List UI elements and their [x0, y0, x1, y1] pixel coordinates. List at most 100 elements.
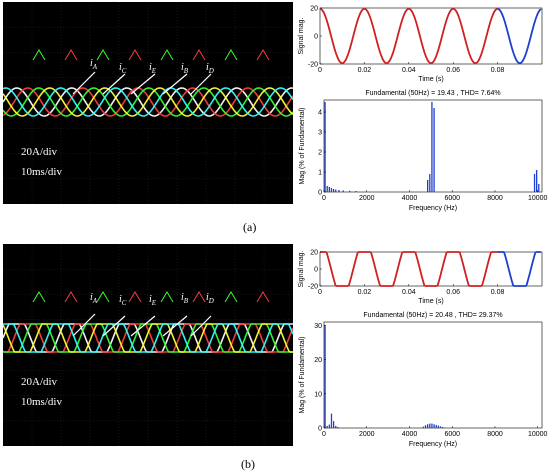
y-tick-label: 0	[318, 426, 322, 433]
x-tick-label: 0	[318, 67, 322, 74]
oscilloscope-screen-a: 20A/div 10ms/div iA iC iE iB iD	[3, 2, 293, 204]
scope-scale-time-b: 10ms/div	[21, 396, 62, 408]
y-tick-label: 2	[318, 150, 322, 157]
time-series-blue	[497, 7, 542, 65]
caption-a: (a)	[243, 220, 257, 234]
label-iB-a: iB	[181, 62, 189, 75]
spectrum-title: Fundamental (50Hz) = 20.48 , THD= 29.37%	[363, 312, 502, 319]
scope-pulse-marker	[128, 291, 142, 303]
spectrum-frame	[323, 321, 543, 429]
y-axis-label: Signal mag.	[298, 17, 305, 54]
scope-scale-time-a: 10ms/div	[21, 166, 62, 178]
x-tick-label: 4000	[402, 431, 418, 438]
scope-pulse-marker	[32, 291, 46, 303]
scope-label-arrow	[102, 73, 126, 95]
y-tick-label: 3	[318, 130, 322, 137]
caption-b: (b)	[241, 457, 255, 471]
scope-waveforms-b	[3, 244, 293, 446]
time-series-red	[319, 7, 498, 65]
scope-scale-current-b: 20A/div	[21, 376, 58, 388]
y-tick-label: 0	[314, 34, 318, 41]
label-iB-b: iB	[181, 292, 189, 305]
x-axis-label: Frequency (Hz)	[409, 205, 457, 212]
scope-pulse-marker	[256, 49, 270, 61]
x-tick-label: 0.04	[402, 67, 416, 74]
scope-label-arrow	[190, 73, 212, 95]
x-tick-label: 6000	[444, 195, 460, 202]
scope-pulse-marker	[32, 49, 46, 61]
x-axis-label: Frequency (Hz)	[409, 441, 457, 448]
scope-pulse-marker	[96, 291, 110, 303]
label-iA-b: iA	[90, 292, 98, 305]
scope-label-arrow	[72, 71, 96, 95]
x-tick-label: 0.08	[491, 67, 505, 74]
scope-label-arrow	[130, 315, 156, 337]
label-iC-b: iC	[119, 294, 127, 307]
x-axis-label: Time (s)	[418, 76, 443, 83]
y-axis-label: Signal mag.	[298, 250, 305, 287]
scope-label-arrow	[102, 315, 126, 337]
scope-label-arrow	[130, 73, 156, 95]
y-tick-label: 1	[318, 170, 322, 177]
y-tick-label: 20	[310, 250, 318, 257]
scope-phase-current-E	[3, 323, 293, 353]
x-tick-label: 6000	[444, 431, 460, 438]
x-tick-label: 0.08	[491, 289, 505, 296]
x-tick-label: 2000	[359, 431, 375, 438]
label-iC-a: iC	[119, 62, 127, 75]
x-tick-label: 0	[318, 289, 322, 296]
x-tick-label: 0	[322, 195, 326, 202]
scope-phase-current-E	[3, 87, 293, 117]
scope-pulse-marker	[96, 49, 110, 61]
x-tick-label: 0.06	[446, 67, 460, 74]
y-axis-label: Mag (% of Fundamental)	[299, 107, 306, 184]
y-tick-label: 0	[314, 267, 318, 274]
x-axis-label: Time (s)	[418, 298, 443, 305]
x-tick-label: 0.02	[358, 289, 372, 296]
scope-phase-current-B	[3, 87, 293, 117]
time-series-blue	[497, 251, 541, 287]
x-tick-label: 2000	[359, 195, 375, 202]
time-series-red	[320, 251, 498, 287]
x-tick-label: 10000	[528, 195, 548, 202]
y-tick-label: -20	[308, 62, 318, 69]
x-tick-label: 0	[322, 431, 326, 438]
scope-phase-current-D	[3, 87, 293, 117]
x-tick-label: 0.02	[358, 67, 372, 74]
scope-phase-current-A	[3, 87, 293, 117]
y-axis-label: Mag (% of Fundamental)	[299, 336, 306, 413]
y-tick-label: 10	[314, 391, 322, 398]
y-tick-label: 30	[314, 323, 322, 330]
label-iD-b: iD	[206, 292, 214, 305]
scope-pulse-marker	[160, 291, 174, 303]
x-tick-label: 4000	[402, 195, 418, 202]
scope-pulse-marker	[256, 291, 270, 303]
scope-pulse-marker	[128, 49, 142, 61]
spectrum-title: Fundamental (50Hz) = 19.43 , THD= 7.64%	[365, 90, 500, 97]
scope-pulse-marker	[64, 49, 78, 61]
scope-scale-current-a: 20A/div	[21, 146, 58, 158]
scope-pulse-marker	[64, 291, 78, 303]
scope-pulse-marker	[160, 49, 174, 61]
y-tick-label: 0	[318, 190, 322, 197]
scope-pulse-marker	[224, 49, 238, 61]
scope-phase-current-D	[3, 323, 293, 353]
x-tick-label: 10000	[528, 431, 548, 438]
y-tick-label: -20	[308, 284, 318, 291]
y-tick-label: 4	[318, 110, 322, 117]
label-iE-a: iE	[149, 62, 157, 75]
label-iA-a: iA	[90, 58, 98, 71]
y-tick-label: 20	[310, 6, 318, 13]
spectrum-plot-a: Fundamental (50Hz) = 19.43 , THD= 7.64% 0…	[299, 90, 548, 212]
scope-label-arrow	[162, 315, 188, 337]
x-tick-label: 0.06	[446, 289, 460, 296]
scope-label-arrow	[162, 73, 188, 95]
y-tick-label: 20	[314, 357, 322, 364]
time-plot-frame	[319, 7, 543, 65]
scope-phase-current-C	[3, 87, 293, 117]
x-tick-label: 8000	[487, 431, 503, 438]
scope-phase-current-B	[3, 323, 293, 353]
spectrum-frame	[323, 99, 543, 193]
